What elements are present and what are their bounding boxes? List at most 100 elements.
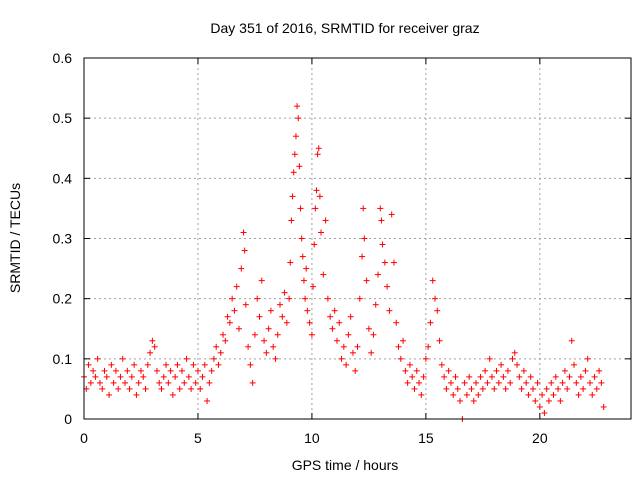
data-point: [461, 379, 468, 386]
data-point: [302, 295, 309, 302]
x-tick-label: 5: [194, 430, 202, 446]
data-point: [117, 373, 124, 380]
data-point: [368, 349, 375, 356]
y-tick-label: 0.5: [53, 110, 73, 126]
data-point: [204, 397, 211, 404]
data-point: [314, 151, 321, 158]
data-point: [409, 373, 416, 380]
data-point: [277, 301, 284, 308]
data-point: [279, 313, 286, 320]
data-point: [495, 379, 502, 386]
data-point: [245, 343, 252, 350]
data-point: [561, 367, 568, 374]
data-point: [304, 307, 311, 314]
data-point: [135, 379, 142, 386]
data-point: [502, 385, 509, 392]
data-point: [390, 259, 397, 266]
data-point: [133, 391, 140, 398]
data-point: [404, 379, 411, 386]
data-point: [331, 307, 338, 314]
data-point: [220, 331, 227, 338]
data-point: [224, 313, 231, 320]
data-point: [181, 379, 188, 386]
data-point: [288, 217, 295, 224]
data-point: [172, 373, 179, 380]
y-tick-label: 0.6: [53, 50, 73, 66]
data-point: [249, 379, 256, 386]
data-point: [176, 385, 183, 392]
data-point: [552, 373, 559, 380]
data-point: [479, 385, 486, 392]
data-point: [393, 319, 400, 326]
data-point: [222, 337, 229, 344]
data-point: [584, 355, 591, 362]
data-point: [185, 373, 192, 380]
data-point: [318, 229, 325, 236]
x-axis-label: GPS time / hours: [292, 457, 399, 473]
data-point: [486, 355, 493, 362]
data-point: [361, 235, 368, 242]
data-point: [452, 373, 459, 380]
data-point: [347, 313, 354, 320]
data-point: [559, 379, 566, 386]
data-point: [310, 283, 317, 290]
data-point: [153, 367, 160, 374]
data-point: [165, 379, 172, 386]
data-point: [327, 313, 334, 320]
data-point: [443, 385, 450, 392]
data-point: [261, 337, 268, 344]
data-point: [438, 361, 445, 368]
data-point: [436, 337, 443, 344]
data-point: [600, 403, 607, 410]
data-point: [190, 361, 197, 368]
data-point: [316, 193, 323, 200]
data-point: [137, 367, 144, 374]
data-point: [167, 367, 174, 374]
data-point: [194, 367, 201, 374]
data-point: [294, 103, 301, 110]
data-point: [507, 379, 514, 386]
data-point: [290, 169, 297, 176]
data-point: [447, 379, 454, 386]
data-point: [386, 307, 393, 314]
data-point: [377, 205, 384, 212]
data-point: [229, 295, 236, 302]
data-point: [450, 391, 457, 398]
data-point: [296, 163, 303, 170]
data-point: [388, 211, 395, 218]
data-point: [402, 367, 409, 374]
data-point: [413, 367, 420, 374]
data-point: [112, 367, 119, 374]
data-point: [445, 367, 452, 374]
data-point: [370, 331, 377, 338]
data-point: [504, 367, 511, 374]
data-points: [81, 103, 607, 422]
data-point: [593, 385, 600, 392]
data-point: [147, 349, 154, 356]
data-point: [598, 379, 605, 386]
data-point: [520, 367, 527, 374]
data-point: [140, 373, 147, 380]
data-point: [215, 361, 222, 368]
data-point: [418, 391, 425, 398]
data-point: [532, 397, 539, 404]
data-point: [315, 145, 322, 152]
data-point: [103, 373, 110, 380]
data-point: [247, 361, 254, 368]
data-point: [298, 235, 305, 242]
data-point: [226, 319, 233, 326]
data-point: [491, 385, 498, 392]
data-point: [360, 205, 367, 212]
y-tick-label: 0.2: [53, 291, 73, 307]
data-point: [400, 337, 407, 344]
data-point: [87, 379, 94, 386]
data-point: [548, 379, 555, 386]
data-point: [158, 385, 165, 392]
y-tick-label: 0: [64, 411, 72, 427]
data-point: [90, 367, 97, 374]
data-point: [375, 271, 382, 278]
data-point: [527, 373, 534, 380]
data-point: [197, 385, 204, 392]
data-point: [543, 385, 550, 392]
data-point: [431, 295, 438, 302]
